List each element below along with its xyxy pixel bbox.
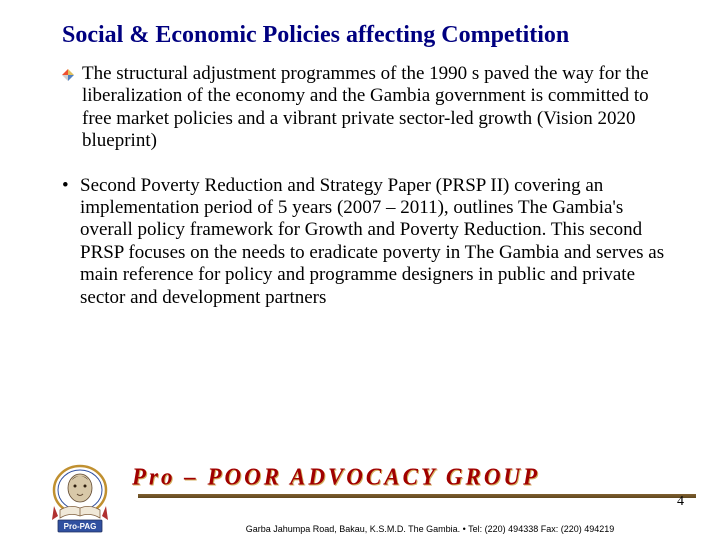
brand-text: Pro – POOR ADVOCACY GROUP	[132, 463, 690, 490]
slide-footer: Pro – POOR ADVOCACY GROUP 4 Pro-PAG Garb…	[0, 462, 720, 540]
footer-accent-bar	[138, 494, 696, 498]
logo-badge-text: Pro-PAG	[64, 522, 97, 531]
footer-contact-text: Garba Jahumpa Road, Bakau, K.S.M.D. The …	[170, 524, 690, 534]
bullet-text: The structural adjustment programmes of …	[82, 63, 670, 153]
bullet-item: • Second Poverty Reduction and Strategy …	[62, 175, 670, 309]
bullet-item: The structural adjustment programmes of …	[62, 63, 670, 153]
slide-title: Social & Economic Policies affecting Com…	[0, 0, 720, 57]
bullet-text: Second Poverty Reduction and Strategy Pa…	[80, 175, 670, 309]
diamond-bullet-icon	[62, 68, 74, 86]
slide-content: The structural adjustment programmes of …	[0, 57, 720, 309]
page-number: 4	[677, 494, 684, 510]
org-logo: Pro-PAG	[30, 462, 130, 534]
dot-bullet-icon: •	[62, 175, 76, 197]
